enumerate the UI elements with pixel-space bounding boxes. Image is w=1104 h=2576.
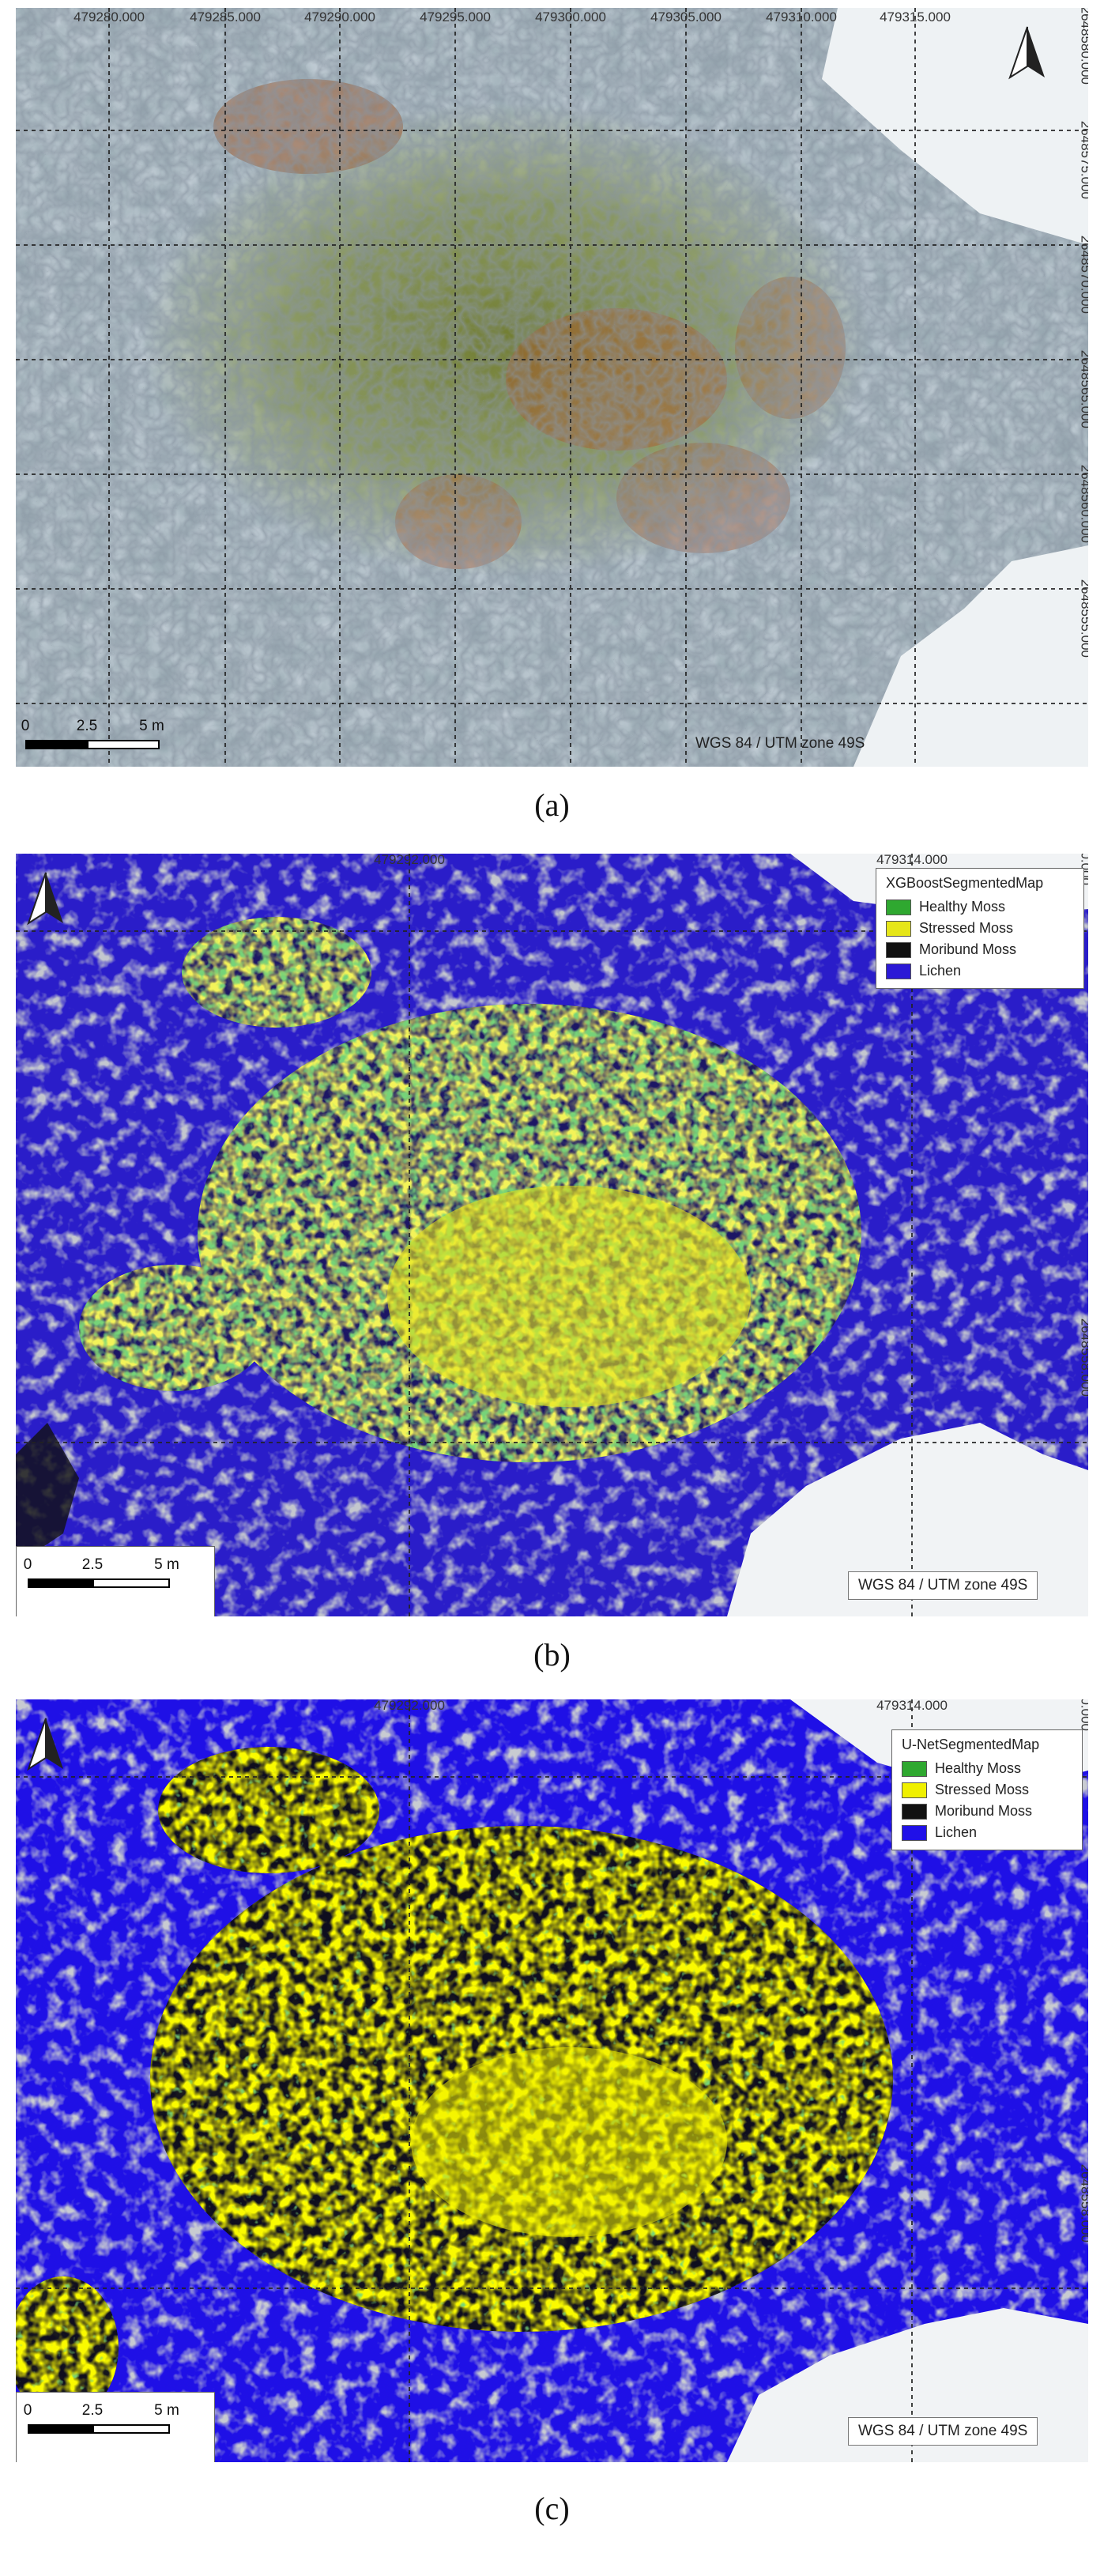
legend-label: Moribund Moss <box>919 941 1017 957</box>
legend-title: U-NetSegmentedMap <box>902 1737 1040 1752</box>
top-tick-label: 479310.000 <box>766 9 837 25</box>
right-tick-label: 2648560.000 <box>1078 464 1088 543</box>
legend-swatch <box>902 1824 927 1841</box>
legend-item: Healthy Moss <box>902 1758 1072 1779</box>
scale-label-mid: 2.5 <box>81 2402 104 2419</box>
scale-bar: 0 2.5 5 m <box>24 1556 202 1591</box>
map-legend: XGBoostSegmentedMap Healthy Moss Stresse… <box>876 868 1084 989</box>
top-tick-label: 479292.000 <box>374 854 445 867</box>
top-tick-label: 479314.000 <box>876 1699 948 1713</box>
unet-segmented-map <box>16 1699 1088 2462</box>
legend-item: Lichen <box>886 960 1074 982</box>
legend-item: Stressed Moss <box>902 1779 1072 1801</box>
top-tick-label: 479305.000 <box>650 9 722 25</box>
scale-label-end: 5 m <box>139 718 164 734</box>
map-panel-a: 479280.000 479285.000 479290.000 479295.… <box>16 8 1088 767</box>
scale-label-zero: 0 <box>21 718 30 734</box>
right-tick-label: 2648575.000 <box>1078 120 1088 199</box>
map-legend: U-NetSegmentedMap Healthy Moss Stressed … <box>891 1729 1083 1850</box>
legend-swatch <box>886 920 911 937</box>
scale-label-end: 5 m <box>154 1556 179 1573</box>
scale-bar: 0 2.5 5 m <box>21 718 168 752</box>
legend-item: Healthy Moss <box>886 896 1074 918</box>
legend-label: Healthy Moss <box>919 899 1006 915</box>
legend-title: XGBoostSegmentedMap <box>886 875 1044 891</box>
panel-caption: (c) <box>534 2491 570 2526</box>
legend-label: Lichen <box>935 1824 978 1840</box>
crs-label: WGS 84 / UTM zone 49S <box>848 2417 1038 2446</box>
top-tick-label: 479290.000 <box>304 9 375 25</box>
map-panel-b: 479292.000 479314.000 2648580.000 264855… <box>16 854 1088 1616</box>
right-tick-label: 2648580.000 <box>1077 1699 1088 1731</box>
scale-label-end: 5 m <box>154 2402 179 2419</box>
top-tick-label: 479300.000 <box>535 9 606 25</box>
legend-item: Lichen <box>902 1822 1072 1843</box>
right-tick-label: 2648580.000 <box>1078 8 1088 85</box>
legend-swatch <box>886 963 911 979</box>
legend-label: Healthy Moss <box>935 1760 1022 1776</box>
legend-swatch <box>886 941 911 958</box>
orthomosaic-image <box>16 8 1088 767</box>
legend-label: Stressed Moss <box>935 1782 1030 1797</box>
scale-bar: 0 2.5 5 m <box>24 2402 202 2437</box>
scale-label-mid: 2.5 <box>76 718 98 734</box>
legend-label: Stressed Moss <box>919 920 1014 936</box>
right-tick-label: 2648558.000 <box>1078 1318 1088 1397</box>
right-tick-label: 2648565.000 <box>1078 349 1088 428</box>
top-tick-label: 479292.000 <box>374 1699 445 1713</box>
right-tick-label: 2648558.000 <box>1078 2163 1088 2242</box>
crs-label: WGS 84 / UTM zone 49S <box>848 1571 1038 1600</box>
top-tick-label: 479295.000 <box>420 9 491 25</box>
top-tick-label: 479285.000 <box>190 9 261 25</box>
scale-bar-box: 0 2.5 5 m <box>16 2392 215 2462</box>
scale-label-mid: 2.5 <box>81 1556 104 1573</box>
panel-caption: (a) <box>534 787 570 823</box>
legend-swatch <box>902 1782 927 1798</box>
panel-caption: (b) <box>533 1637 571 1673</box>
legend-swatch <box>902 1803 927 1820</box>
crs-label: WGS 84 / UTM zone 49S <box>695 735 865 752</box>
scale-label-zero: 0 <box>23 1556 32 1573</box>
scale-label-zero: 0 <box>23 2402 32 2419</box>
xgboost-segmented-map <box>16 854 1088 1616</box>
map-panel-c: 479292.000 479314.000 2648580.000 264855… <box>16 1699 1088 2462</box>
legend-item: Moribund Moss <box>886 939 1074 960</box>
north-arrow-icon <box>27 872 63 926</box>
legend-swatch <box>902 1760 927 1777</box>
legend-swatch <box>886 899 911 915</box>
scale-bar-box: 0 2.5 5 m <box>16 1546 215 1616</box>
legend-label: Moribund Moss <box>935 1803 1033 1819</box>
right-tick-label: 2648555.000 <box>1078 579 1088 658</box>
north-arrow-icon <box>1008 26 1045 80</box>
top-tick-label: 479315.000 <box>880 9 951 25</box>
north-arrow-icon <box>27 1718 63 1771</box>
legend-label: Lichen <box>919 963 962 979</box>
top-tick-label: 479280.000 <box>73 9 145 25</box>
legend-item: Moribund Moss <box>902 1801 1072 1822</box>
right-tick-label: 2648570.000 <box>1078 235 1088 314</box>
legend-item: Stressed Moss <box>886 918 1074 939</box>
top-tick-label: 479314.000 <box>876 854 948 867</box>
